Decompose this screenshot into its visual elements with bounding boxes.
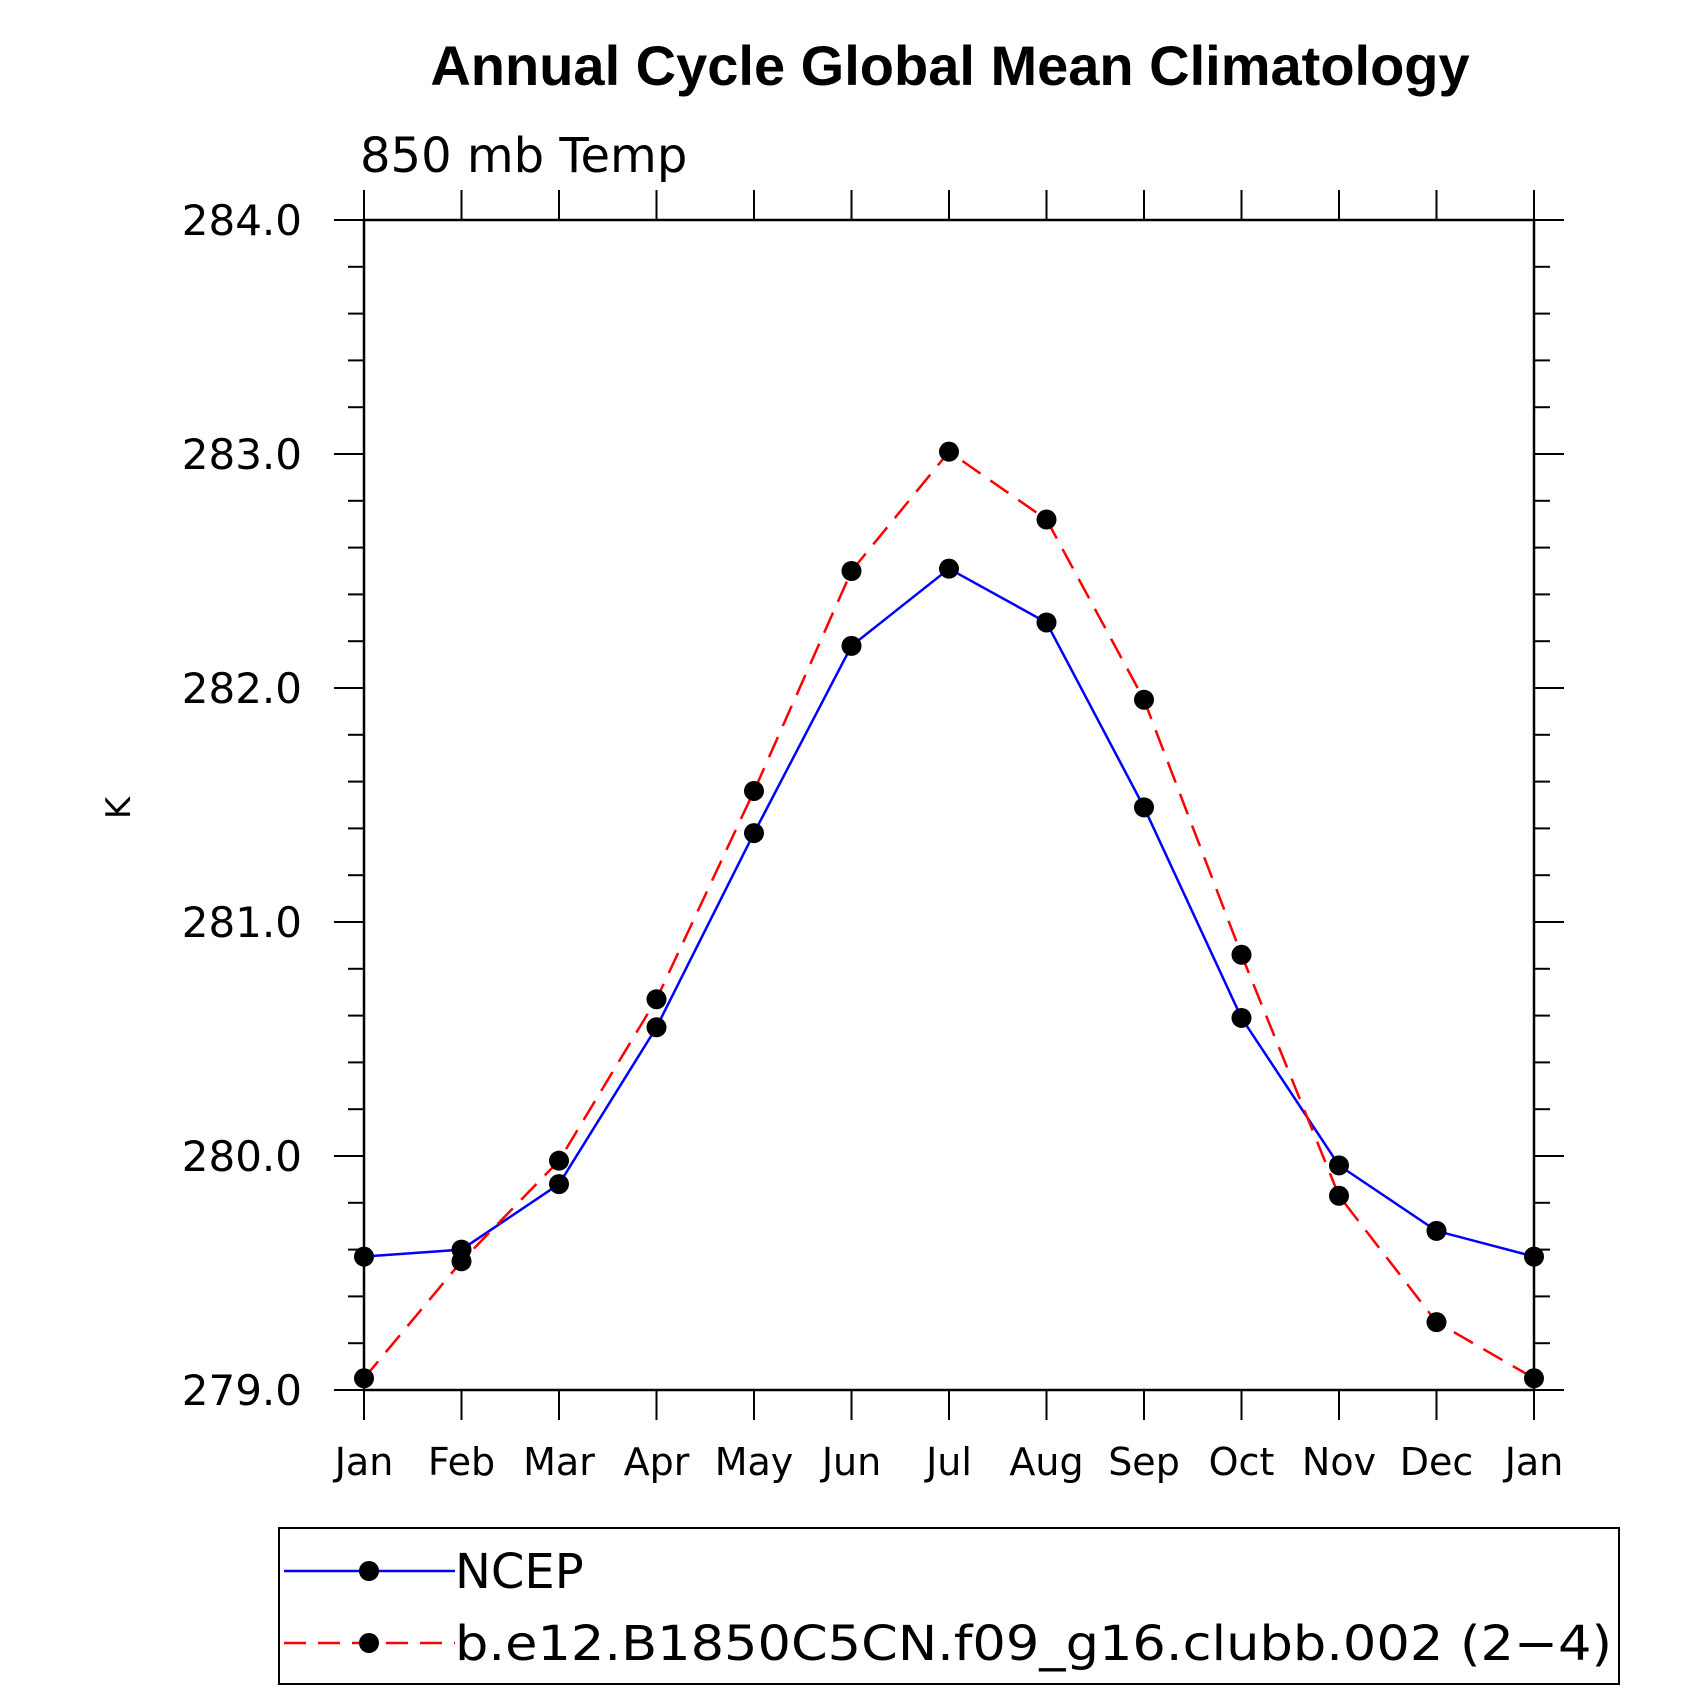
series-0-point <box>1036 612 1057 633</box>
plot-frame <box>362 218 1536 1392</box>
y-tick-labels: 279.0 280.0 281.0 282.0 283.0 284.0 <box>182 196 302 1415</box>
series-0-point <box>646 1017 667 1038</box>
series-1-point <box>354 1368 374 1389</box>
y-tick-label: 283.0 <box>182 430 302 479</box>
x-tick-label: Jan <box>1503 1440 1564 1484</box>
series-1-point <box>841 561 862 581</box>
x-tick-label: Oct <box>1209 1440 1275 1484</box>
series-0-point <box>1329 1155 1349 1176</box>
legend: NCEP b.e12.B1850C5CN.f09_g16.clubb.002 (… <box>284 1544 1612 1672</box>
x-tick-label: Dec <box>1400 1440 1474 1484</box>
y-tick-label: 280.0 <box>182 1132 302 1181</box>
series-0-point <box>841 635 862 656</box>
legend-box <box>278 1527 1620 1685</box>
x-tick-label: Jul <box>924 1440 972 1484</box>
series-0-point <box>939 558 959 579</box>
y-tick-label: 281.0 <box>182 898 302 947</box>
series-1-point <box>451 1251 472 1272</box>
series-1-point <box>1036 509 1057 530</box>
legend-label-ncep: NCEP <box>455 1544 584 1600</box>
x-tick-label: Mar <box>523 1440 595 1484</box>
series-0-point <box>1231 1007 1252 1028</box>
series-1-point <box>549 1150 569 1171</box>
series-0-point <box>1524 1246 1544 1267</box>
series-layer <box>354 441 1544 1389</box>
series-0-point <box>1426 1220 1447 1241</box>
chart-subtitle: 850 mb Temp <box>360 128 687 184</box>
series-1-point <box>646 989 667 1010</box>
series-0-point <box>549 1174 569 1195</box>
series-1-point <box>1329 1185 1349 1206</box>
x-tick-label: Feb <box>428 1440 495 1484</box>
x-tick-label: Aug <box>1009 1440 1083 1484</box>
y-tick-label: 279.0 <box>182 1366 302 1415</box>
x-tick-label: Sep <box>1108 1440 1180 1484</box>
series-1-point <box>1231 944 1252 965</box>
series-1-point <box>744 780 764 801</box>
chart-title: Annual Cycle Global Mean Climatology <box>430 34 1469 97</box>
y-tick-label: 284.0 <box>182 196 302 245</box>
x-tick-label: May <box>715 1440 794 1484</box>
series-1-point <box>1524 1368 1544 1389</box>
x-tick-label: Apr <box>624 1440 690 1484</box>
legend-marker-ncep <box>359 1561 379 1581</box>
series-1-point <box>1426 1312 1447 1333</box>
y-tick-label: 282.0 <box>182 664 302 713</box>
series-1-point <box>939 441 959 462</box>
x-tick-label: Nov <box>1302 1440 1376 1484</box>
x-tick-label: Jun <box>820 1440 881 1484</box>
series-0-point <box>1134 797 1154 818</box>
series-line-0 <box>363 567 1535 1258</box>
series-0-point <box>354 1246 374 1267</box>
series-0-point <box>744 823 764 844</box>
legend-label-model: b.e12.B1850C5CN.f09_g16.clubb.002 (2−4) <box>455 1616 1612 1672</box>
legend-marker-model <box>359 1633 379 1653</box>
series-line-1 <box>363 450 1535 1380</box>
axis-ticks <box>334 190 1564 1420</box>
x-tick-labels: Jan Feb Mar Apr May Jun Jul Aug Sep Oct Nov Dec Jan <box>333 1440 1564 1484</box>
y-axis-label: K <box>99 795 139 819</box>
x-tick-label: Jan <box>333 1440 394 1484</box>
series-1-point <box>1134 689 1154 710</box>
